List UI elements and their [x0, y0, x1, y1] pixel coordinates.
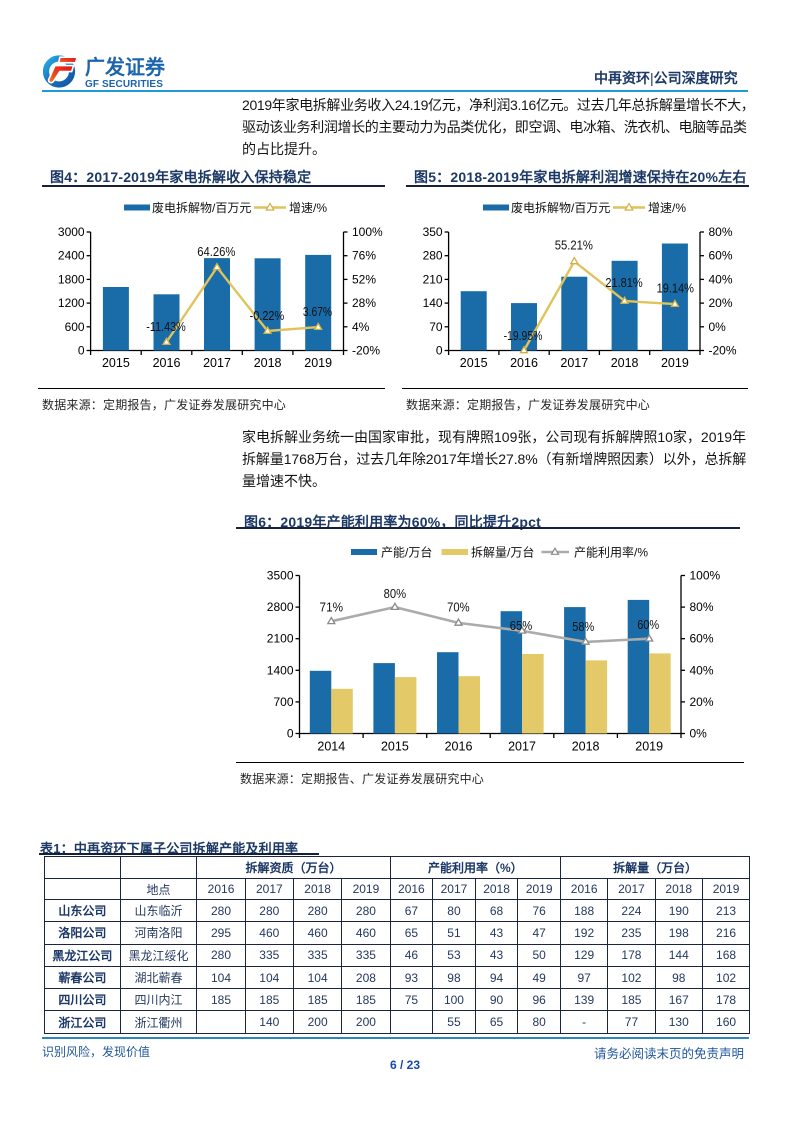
- svg-text:40%: 40%: [690, 663, 714, 677]
- svg-text:2015: 2015: [381, 740, 409, 754]
- svg-text:700: 700: [273, 695, 293, 709]
- svg-text:210: 210: [423, 272, 443, 286]
- svg-text:增速/%: 增速/%: [289, 201, 327, 215]
- svg-text:40%: 40%: [709, 272, 733, 286]
- svg-text:3500: 3500: [267, 569, 294, 583]
- svg-text:2018: 2018: [254, 356, 282, 370]
- svg-text:19.14%: 19.14%: [657, 282, 694, 296]
- svg-text:2017: 2017: [560, 356, 588, 370]
- svg-text:2019: 2019: [304, 356, 332, 370]
- svg-text:76%: 76%: [352, 249, 376, 263]
- svg-text:0: 0: [287, 727, 294, 741]
- svg-text:28%: 28%: [352, 296, 376, 310]
- svg-text:2016: 2016: [445, 740, 473, 754]
- svg-text:-0.22%: -0.22%: [250, 309, 285, 323]
- svg-text:80%: 80%: [709, 225, 733, 239]
- svg-text:0%: 0%: [690, 727, 708, 741]
- svg-text:100%: 100%: [690, 569, 721, 583]
- svg-text:产能利用率/%: 产能利用率/%: [574, 545, 648, 560]
- svg-text:产能/万台: 产能/万台: [381, 545, 432, 560]
- svg-text:增速/%: 增速/%: [648, 201, 686, 215]
- svg-text:600: 600: [65, 320, 85, 334]
- svg-text:0: 0: [78, 344, 85, 358]
- svg-text:废电拆解物/百万元: 废电拆解物/百万元: [511, 200, 610, 215]
- svg-text:3000: 3000: [58, 225, 85, 239]
- svg-text:2015: 2015: [102, 356, 130, 370]
- svg-text:2019: 2019: [635, 740, 663, 754]
- svg-text:2019: 2019: [661, 356, 689, 370]
- svg-text:2016: 2016: [510, 356, 538, 370]
- svg-text:2800: 2800: [267, 600, 294, 614]
- svg-text:65%: 65%: [510, 619, 533, 633]
- svg-text:100%: 100%: [352, 225, 383, 239]
- svg-text:55.21%: 55.21%: [555, 239, 593, 253]
- svg-text:2014: 2014: [317, 740, 345, 754]
- svg-text:2017: 2017: [508, 740, 536, 754]
- svg-text:2018: 2018: [572, 740, 600, 754]
- svg-text:-20%: -20%: [352, 344, 380, 358]
- svg-text:71%: 71%: [320, 600, 344, 614]
- svg-text:20%: 20%: [690, 695, 714, 709]
- svg-text:-11.43%: -11.43%: [146, 320, 186, 334]
- svg-text:2100: 2100: [267, 632, 294, 646]
- svg-text:60%: 60%: [690, 632, 714, 646]
- svg-text:0: 0: [436, 344, 443, 358]
- svg-text:0%: 0%: [709, 320, 727, 334]
- svg-text:2015: 2015: [460, 356, 488, 370]
- svg-text:1800: 1800: [58, 272, 85, 286]
- svg-text:20%: 20%: [709, 296, 733, 310]
- svg-text:2018: 2018: [611, 356, 639, 370]
- svg-text:2016: 2016: [153, 356, 181, 370]
- svg-text:2017: 2017: [203, 356, 231, 370]
- svg-text:140: 140: [423, 296, 443, 310]
- svg-text:80%: 80%: [384, 587, 407, 601]
- svg-text:60%: 60%: [709, 249, 733, 263]
- svg-text:废电拆解物/百万元: 废电拆解物/百万元: [152, 200, 251, 215]
- svg-text:58%: 58%: [572, 620, 594, 634]
- svg-text:64.26%: 64.26%: [197, 245, 235, 259]
- svg-text:60%: 60%: [637, 618, 659, 632]
- svg-text:350: 350: [423, 225, 443, 239]
- svg-text:2400: 2400: [58, 249, 85, 263]
- svg-text:1200: 1200: [58, 296, 85, 310]
- svg-text:70%: 70%: [447, 600, 470, 614]
- svg-text:52%: 52%: [352, 272, 376, 286]
- svg-text:-20%: -20%: [709, 344, 737, 358]
- svg-text:-19.95%: -19.95%: [504, 329, 543, 343]
- svg-text:1400: 1400: [267, 663, 294, 677]
- svg-text:21.81%: 21.81%: [605, 276, 642, 290]
- svg-text:70: 70: [429, 320, 443, 334]
- svg-text:280: 280: [423, 249, 443, 263]
- svg-text:80%: 80%: [690, 600, 714, 614]
- svg-text:拆解量/万台: 拆解量/万台: [471, 545, 534, 560]
- svg-text:4%: 4%: [352, 320, 370, 334]
- svg-text:3.67%: 3.67%: [303, 305, 332, 319]
